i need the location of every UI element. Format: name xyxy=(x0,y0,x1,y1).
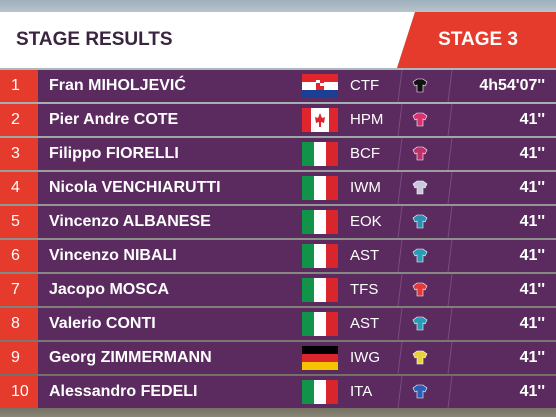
rank: 6 xyxy=(0,240,38,272)
result-row: 7 Jacopo MOSCA TFS 41'' xyxy=(0,274,556,306)
rank: 1 xyxy=(0,70,38,102)
time: 41'' xyxy=(519,349,545,366)
rider-name: Pier Andre COTE xyxy=(49,111,179,128)
rider-name: Filippo FIORELLI xyxy=(49,145,179,162)
rank: 9 xyxy=(0,342,38,374)
result-row: 5 Vincenzo ALBANESE EOK 41'' xyxy=(0,206,556,238)
time: 41'' xyxy=(519,383,545,400)
team-code: IWM xyxy=(350,179,381,196)
time: 41'' xyxy=(519,213,545,230)
rider-name: Alessandro FEDELI xyxy=(49,383,198,400)
time: 4h54'07'' xyxy=(479,77,545,94)
result-row: 6 Vincenzo NIBALI AST 41'' xyxy=(0,240,556,272)
rank: 2 xyxy=(0,104,38,136)
rider-name: Valerio CONTI xyxy=(49,315,156,332)
team-code: TFS xyxy=(350,281,379,298)
result-row: 9 Georg ZIMMERMANN IWG 41'' xyxy=(0,342,556,374)
time: 41'' xyxy=(519,145,545,162)
stage-label: STAGE 3 xyxy=(438,29,518,50)
row-background xyxy=(38,342,556,374)
row-background xyxy=(38,376,556,408)
team-code: EOK xyxy=(350,213,382,230)
rider-name: Vincenzo ALBANESE xyxy=(49,213,211,230)
time: 41'' xyxy=(519,247,545,264)
team-code: IWG xyxy=(350,349,380,366)
row-background xyxy=(38,240,556,272)
row-background xyxy=(38,206,556,238)
rank: 5 xyxy=(0,206,38,238)
team-code: AST xyxy=(350,247,380,264)
row-background xyxy=(38,138,556,170)
result-row: 8 Valerio CONTI AST 41'' xyxy=(0,308,556,340)
rider-name: Jacopo MOSCA xyxy=(49,281,170,298)
rider-name: Fran MIHOLJEVIĆ xyxy=(49,77,186,94)
team-code: BCF xyxy=(350,145,380,162)
team-code: ITA xyxy=(350,383,373,400)
rank: 10 xyxy=(0,376,38,408)
result-row: 10 Alessandro FEDELI ITA 41'' xyxy=(0,376,556,408)
rank: 8 xyxy=(0,308,38,340)
time: 41'' xyxy=(519,111,545,128)
rider-name: Nicola VENCHIARUTTI xyxy=(49,179,221,196)
result-row: 2 Pier Andre COTE HPM 41'' xyxy=(0,104,556,136)
rider-name: Georg ZIMMERMANN xyxy=(49,349,212,366)
row-background xyxy=(38,274,556,306)
time: 41'' xyxy=(519,315,545,332)
row-background xyxy=(38,70,556,102)
row-background xyxy=(38,172,556,204)
rank: 3 xyxy=(0,138,38,170)
rank: 7 xyxy=(0,274,38,306)
result-row: 4 Nicola VENCHIARUTTI IWM 41'' xyxy=(0,172,556,204)
row-background xyxy=(38,308,556,340)
team-code: HPM xyxy=(350,111,384,128)
result-row: 3 Filippo FIORELLI BCF 41'' xyxy=(0,138,556,170)
rank: 4 xyxy=(0,172,38,204)
team-code: CTF xyxy=(350,77,380,94)
title: STAGE RESULTS xyxy=(16,29,173,50)
team-code: AST xyxy=(350,315,380,332)
rider-name: Vincenzo NIBALI xyxy=(49,247,177,264)
result-row: 1 Fran MIHOLJEVIĆ CTF 4h54'07'' xyxy=(0,70,556,102)
row-background xyxy=(38,104,556,136)
time: 41'' xyxy=(519,179,545,196)
time: 41'' xyxy=(519,281,545,298)
